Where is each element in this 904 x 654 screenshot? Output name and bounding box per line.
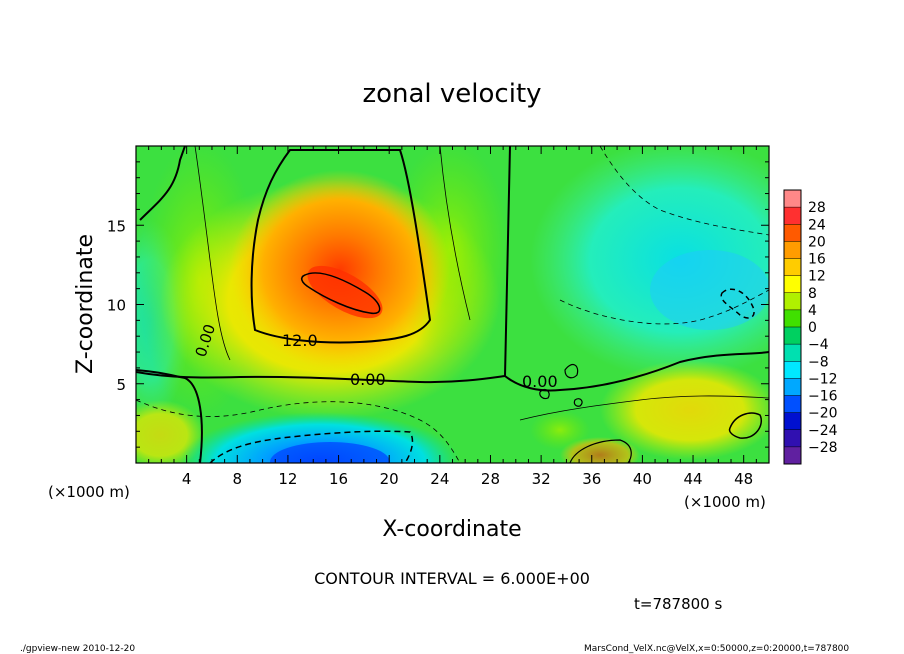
x-tick-label: 12 bbox=[278, 470, 297, 488]
x-tick-label: 36 bbox=[582, 470, 601, 488]
contour-neg-dash-4 bbox=[599, 146, 769, 236]
colorbar-swatch bbox=[784, 190, 801, 208]
x-tick-label: 20 bbox=[380, 470, 399, 488]
colorbar-tick-label: −20 bbox=[808, 406, 838, 422]
x-tick-label: 8 bbox=[233, 470, 243, 488]
x-tick-label: 44 bbox=[683, 470, 702, 488]
colorbar-swatch bbox=[784, 224, 801, 242]
colorbar-swatch bbox=[784, 395, 801, 414]
contour-label-right: 0.00 bbox=[522, 372, 558, 391]
colorbar-tick-label: −12 bbox=[808, 371, 838, 387]
colorbar-tick-label: 12 bbox=[808, 269, 826, 285]
colorbar-tick-label: 4 bbox=[808, 303, 817, 319]
colorbar-tick-label: 24 bbox=[808, 217, 826, 233]
x-axis-title: X-coordinate bbox=[382, 517, 521, 542]
x-unit-label: (×1000 m) bbox=[684, 493, 766, 511]
time-text: t=787800 s bbox=[634, 595, 722, 613]
contour-labels: 0.00 12.0 0.00 0.00 bbox=[192, 322, 558, 391]
x-tick-label: 16 bbox=[329, 470, 348, 488]
contour-neg-dash-1 bbox=[136, 399, 461, 463]
colorbar-swatch bbox=[784, 344, 801, 362]
contour-small-loops bbox=[539, 363, 583, 407]
contour-neg-dash-3 bbox=[559, 289, 769, 325]
y-axis-title: Z-coordinate bbox=[73, 234, 98, 374]
colorbar-swatch bbox=[784, 258, 801, 277]
colorbar-swatch bbox=[784, 207, 801, 225]
x-tick-label: 28 bbox=[481, 470, 500, 488]
footer-right: MarsCond_VelX.nc@VelX,x=0:50000,z=0:2000… bbox=[584, 644, 849, 654]
contour-zero-mid bbox=[136, 146, 511, 384]
footer-left: ./gpview-new 2010-12-20 bbox=[20, 644, 135, 654]
contour-6-left bbox=[194, 146, 231, 361]
contour-12-outer bbox=[250, 149, 432, 344]
colorbar-tick-label: −24 bbox=[808, 423, 838, 439]
contour-label-12: 12.0 bbox=[282, 331, 318, 350]
colorbar-swatch bbox=[784, 429, 801, 448]
colorbar-swatch bbox=[784, 327, 801, 345]
colorbar-swatch bbox=[784, 378, 801, 396]
contour-thin-lower bbox=[519, 395, 769, 421]
colorbar-swatch bbox=[784, 361, 801, 379]
colorbar-tick-label: 20 bbox=[808, 234, 826, 250]
x-tick-label: 32 bbox=[532, 470, 551, 488]
colorbar-swatch bbox=[784, 241, 801, 259]
y-tick-label: 15 bbox=[107, 217, 126, 235]
colorbar-swatch bbox=[784, 292, 801, 311]
colorbar-tick-label: −16 bbox=[808, 389, 838, 405]
colorbar-tick-label: 0 bbox=[808, 320, 817, 336]
x-tick-label: 40 bbox=[633, 470, 652, 488]
contour-pos-loop-right bbox=[728, 412, 762, 439]
colorbar-tick-label: 8 bbox=[808, 286, 817, 302]
y-unit-label: (×1000 m) bbox=[48, 483, 130, 501]
x-tick-label: 4 bbox=[182, 470, 192, 488]
y-tick-label: 10 bbox=[107, 297, 126, 315]
x-tick-label: 48 bbox=[734, 470, 753, 488]
contour-6-right bbox=[439, 146, 471, 321]
colorbar-swatch bbox=[784, 446, 801, 465]
contour-pos-loop-bottom bbox=[569, 439, 632, 463]
chart-title: zonal velocity bbox=[362, 79, 541, 109]
colorbar-tick-label: 16 bbox=[808, 252, 826, 268]
colorbar-swatch bbox=[784, 275, 801, 294]
contour-zero-bottom bbox=[504, 351, 769, 392]
contour-interval-text: CONTOUR INTERVAL = 6.000E+00 bbox=[314, 569, 590, 588]
colorbar-tick-label: −28 bbox=[808, 440, 838, 456]
contour-neg-dash-2 bbox=[209, 430, 414, 463]
contour-label-mid: 0.00 bbox=[350, 370, 386, 389]
colorbar-tick-label: 28 bbox=[808, 200, 826, 216]
contour-18-core bbox=[301, 272, 381, 315]
plot-area bbox=[136, 146, 769, 463]
colorbar-tick-label: −8 bbox=[808, 354, 829, 370]
contour-neg12-loop bbox=[720, 288, 755, 319]
colorbar-swatch bbox=[784, 309, 801, 328]
colorbar-swatch bbox=[784, 412, 801, 431]
y-tick-label: 5 bbox=[116, 376, 126, 394]
colorbar-tick-label: −4 bbox=[808, 337, 829, 353]
x-tick-label: 24 bbox=[430, 470, 449, 488]
